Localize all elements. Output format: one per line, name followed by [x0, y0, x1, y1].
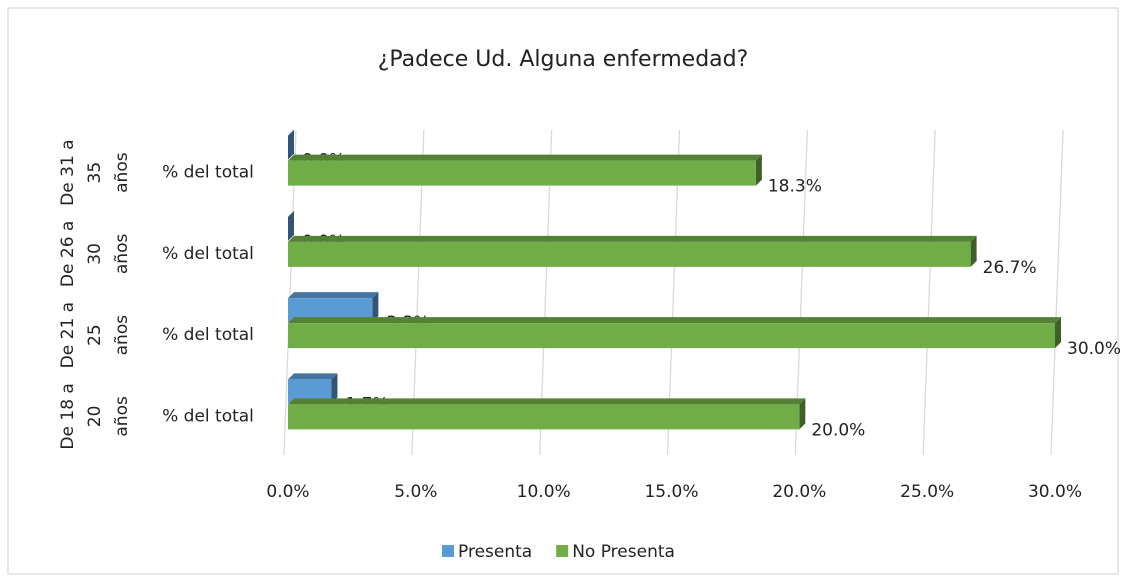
data-label: 20.0% [811, 420, 865, 440]
category-label: 20 [85, 406, 105, 428]
bar-top [288, 235, 977, 242]
bar-side [755, 154, 762, 186]
bar-side [288, 210, 294, 241]
bar-top [288, 373, 338, 380]
data-label: 30.0% [1067, 339, 1121, 359]
bar [288, 317, 1061, 349]
bar-front [288, 404, 800, 430]
bar [288, 235, 977, 267]
bar-side [799, 398, 806, 430]
bar [288, 129, 294, 160]
data-label: 26.7% [983, 258, 1037, 278]
grid-line [922, 129, 936, 456]
category-label: De 18 a [58, 383, 78, 449]
data-label: 18.3% [768, 177, 822, 197]
bar-side [288, 129, 294, 160]
category-label: años [112, 396, 132, 437]
subcategory-label: % del total [162, 406, 254, 426]
bar-front [288, 241, 971, 267]
legend-swatch [556, 545, 569, 557]
category-label: De 21 a [58, 302, 78, 368]
chart-title: ¿Padece Ud. Alguna enfermedad? [378, 47, 749, 72]
category-label: años [112, 152, 132, 193]
bar-top [288, 317, 1061, 324]
chart-border [7, 7, 1119, 575]
category-label: años [112, 315, 132, 356]
category-label: De 31 a [58, 139, 78, 205]
x-tick-label: 5.0% [394, 482, 437, 502]
bar-top [288, 154, 762, 161]
bar-side [331, 373, 338, 404]
bar-side [970, 235, 977, 267]
category-label: De 26 a [58, 221, 78, 287]
bar-front [288, 160, 756, 186]
x-tick-label: 25.0% [900, 482, 954, 502]
subcategory-label: % del total [162, 325, 254, 345]
subcategory-label: % del total [162, 163, 254, 183]
bar-side [1055, 317, 1061, 349]
x-tick-label: 20.0% [772, 482, 826, 502]
x-tick-label: 15.0% [644, 482, 698, 502]
legend-label: No Presenta [572, 542, 675, 562]
x-tick-label: 0.0% [266, 482, 309, 502]
subcategory-label: % del total [162, 244, 254, 264]
bar-top [288, 398, 806, 405]
grid-line [1050, 129, 1064, 456]
bar-side [372, 292, 379, 323]
x-tick-label: 10.0% [517, 482, 571, 502]
category-label: 35 [85, 162, 105, 184]
bar [288, 210, 294, 241]
bar-front [288, 323, 1055, 349]
bar [288, 154, 762, 186]
legend-swatch [442, 545, 454, 557]
bar [288, 398, 806, 430]
category-label: 30 [85, 243, 105, 265]
category-label: años [112, 234, 132, 275]
x-tick-label: 30.0% [1028, 482, 1082, 502]
bar-top [288, 292, 379, 299]
legend-label: Presenta [458, 542, 532, 562]
category-label: 25 [85, 324, 105, 346]
